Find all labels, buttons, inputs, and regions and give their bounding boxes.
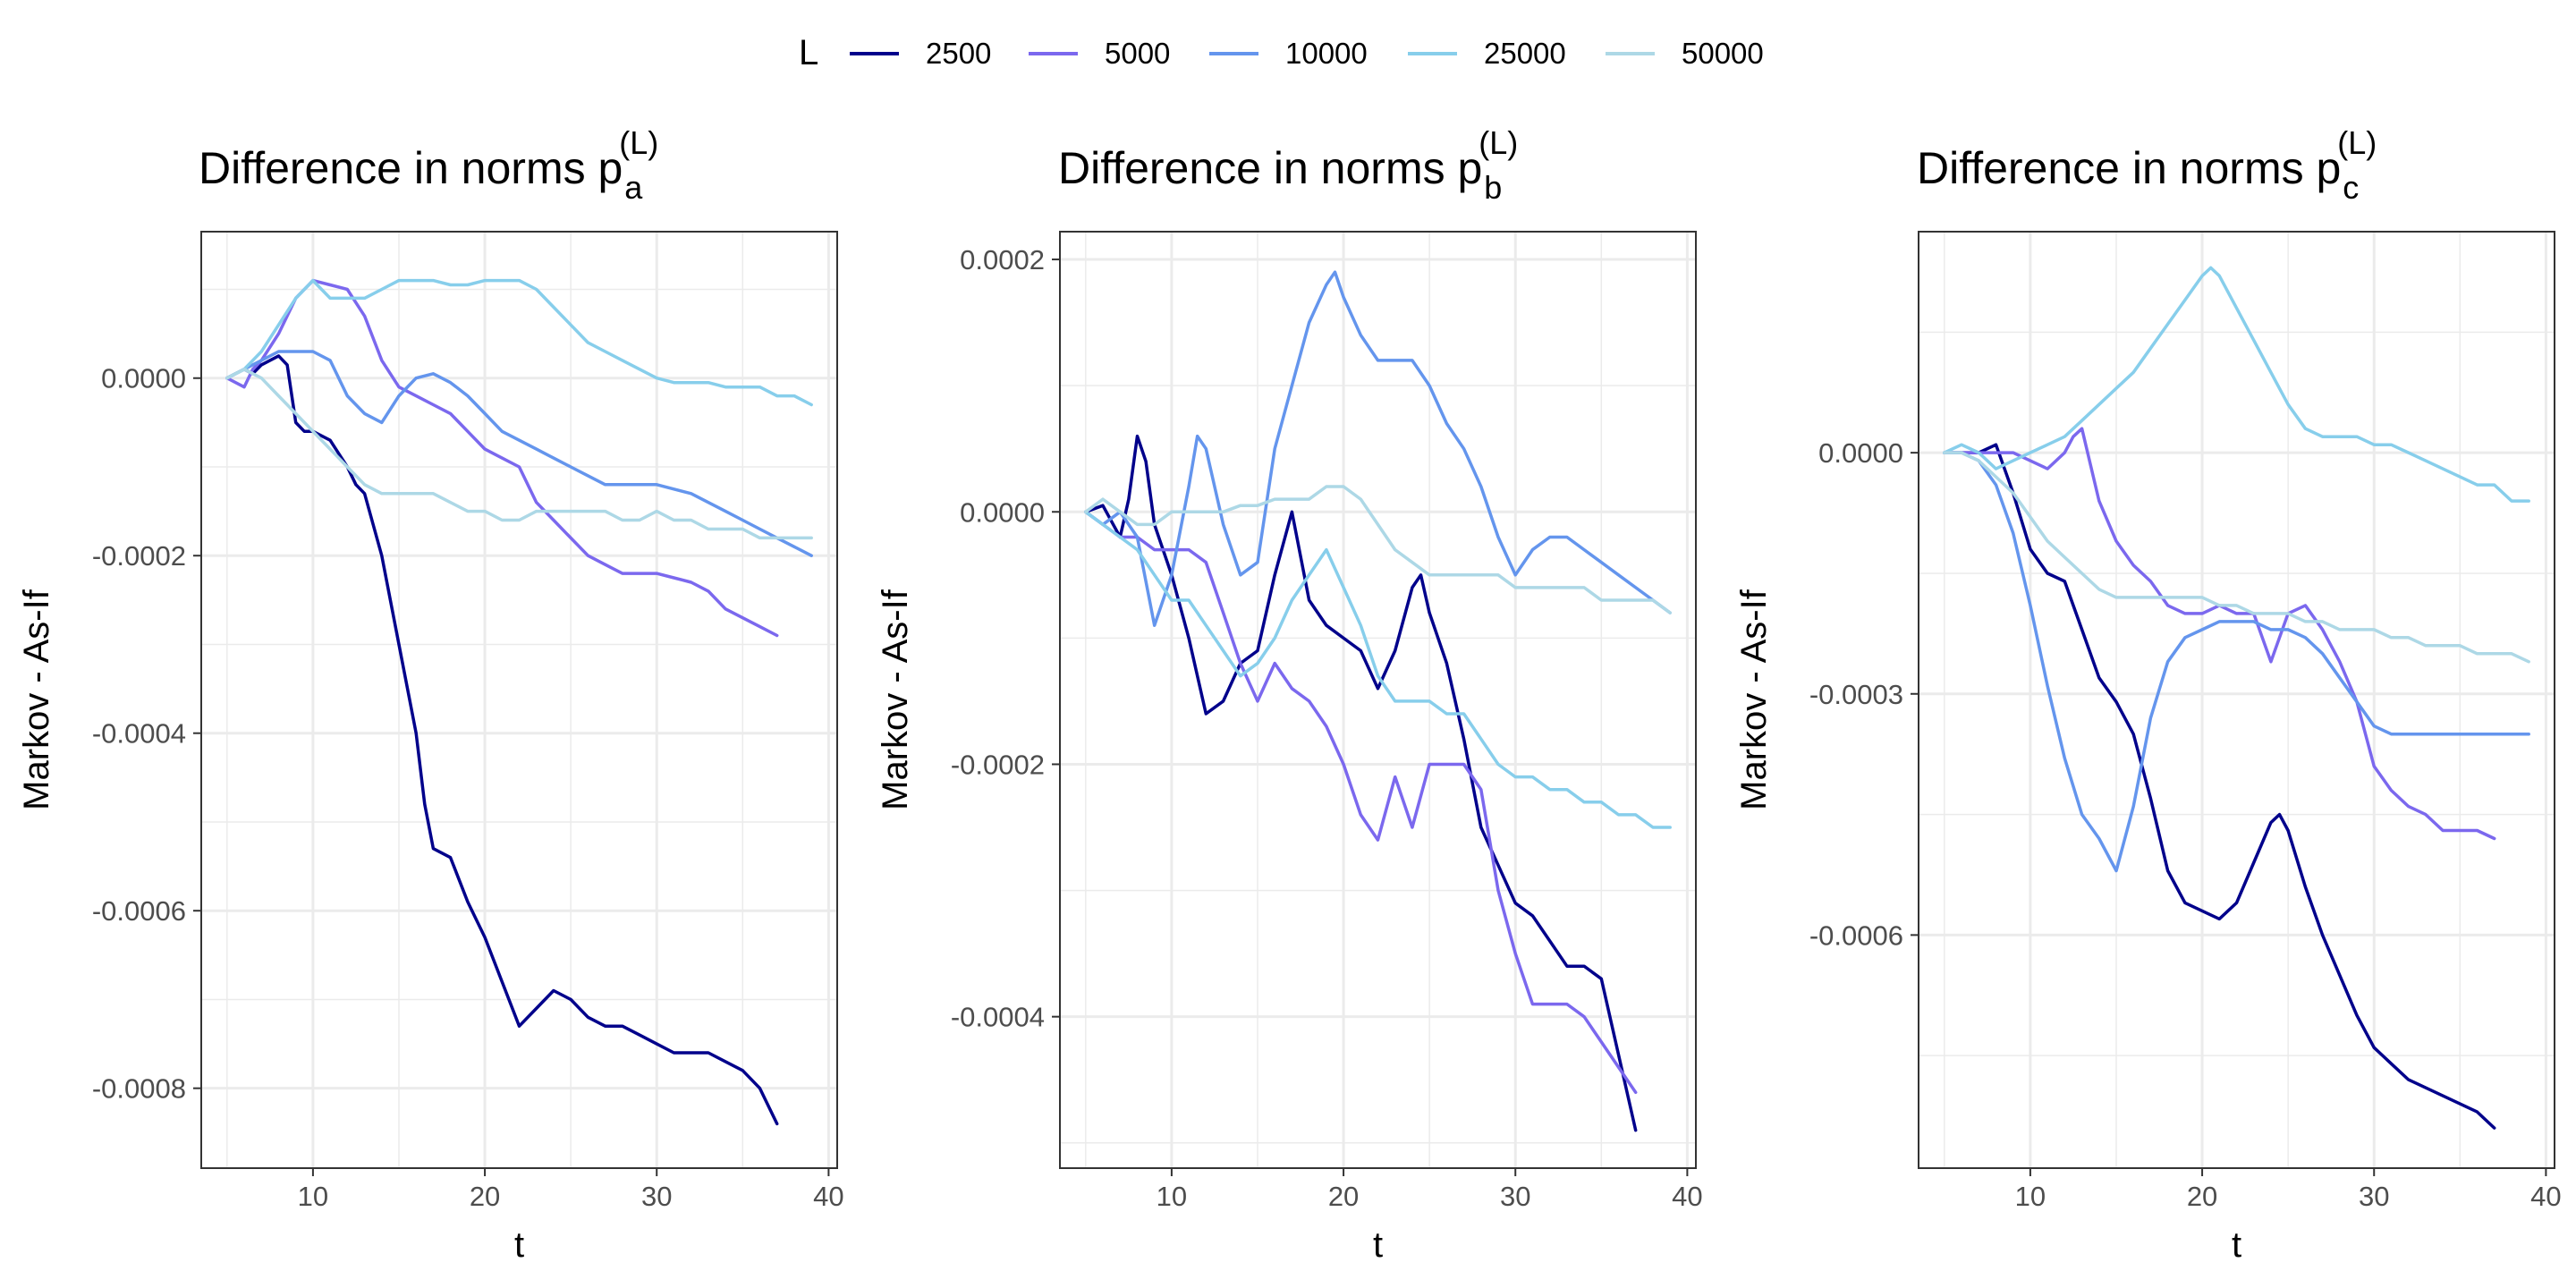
panel-b: 10 20 30 40 0.0002 0.0000 -0.0002 -0.0004 t Marko… — [876, 124, 1703, 1265]
gridlines — [1919, 232, 2555, 1168]
x-tick-label: 30 — [1500, 1181, 1530, 1212]
panel-a: 10 20 30 40 0.0000 -0.0002 -0.0004 -0.0006 -0.00… — [17, 124, 844, 1265]
y-tick-label: -0.0002 — [92, 540, 186, 572]
y-tick-label: -0.0003 — [1809, 679, 1903, 710]
panel-border — [200, 231, 838, 1169]
legend: L 2500 5000 10000 25000 50000 — [799, 33, 1764, 72]
series-line-5000 — [1943, 427, 2496, 841]
x-tick-label: 10 — [1157, 1181, 1187, 1212]
series-line-50000 — [225, 368, 813, 540]
x-tick-label: 40 — [1672, 1181, 1702, 1212]
panel-title: Difference in norms p b (L) — [1058, 124, 1518, 206]
y-tick-label: -0.0008 — [92, 1073, 186, 1105]
x-tick-label: 20 — [1328, 1181, 1359, 1212]
series-group — [225, 278, 813, 1126]
legend-label-5000: 5000 — [1105, 37, 1170, 70]
series-line-2500 — [225, 354, 779, 1126]
series-line-50000 — [1084, 485, 1672, 614]
legend-label-2500: 2500 — [926, 37, 991, 70]
legend-label-50000: 50000 — [1682, 37, 1764, 70]
y-axis-title: Markov - As-If — [1734, 589, 1774, 810]
y-axis-title: Markov - As-If — [876, 589, 915, 810]
panel-title-superscript: (L) — [1479, 124, 1518, 161]
panel-title-text: Difference in norms p — [1058, 143, 1482, 193]
panel-title-superscript: (L) — [619, 124, 658, 161]
y-tick-label: -0.0006 — [92, 895, 186, 927]
gridlines — [1060, 232, 1696, 1168]
x-axis-title: t — [1373, 1225, 1383, 1265]
y-axis-title: Markov - As-If — [17, 589, 56, 810]
x-axis-title: t — [2232, 1225, 2241, 1265]
x-tick-label: 20 — [470, 1181, 500, 1212]
panel-title-subscript: a — [624, 169, 643, 206]
series-group — [1084, 270, 1672, 1132]
series-line-25000 — [225, 278, 813, 407]
panel-border — [1059, 231, 1697, 1169]
series-line-50000 — [1943, 451, 2530, 664]
series-line-25000 — [1084, 510, 1672, 829]
series-line-25000 — [1943, 266, 2530, 503]
x-axis-title: t — [514, 1225, 524, 1265]
y-tick-label: 0.0000 — [960, 496, 1045, 528]
y-tick-label: -0.0004 — [951, 1002, 1045, 1033]
series-line-10000 — [1943, 451, 2530, 873]
x-tick-label: 20 — [2187, 1181, 2217, 1212]
y-tick-label: -0.0002 — [951, 749, 1045, 780]
series-line-2500 — [1943, 443, 2496, 1130]
y-tick-label: 0.0002 — [960, 244, 1045, 275]
x-tick-label: 40 — [813, 1181, 843, 1212]
y-tick-label: 0.0000 — [101, 363, 186, 394]
x-tick-label: 30 — [641, 1181, 672, 1212]
panel-title-text: Difference in norms p — [1917, 143, 2341, 193]
panel-border — [1918, 231, 2555, 1169]
y-tick-label: 0.0000 — [1818, 437, 1903, 469]
series-line-10000 — [225, 350, 813, 557]
panel-title: Difference in norms p c (L) — [1917, 124, 2377, 206]
x-tick-label: 30 — [2359, 1181, 2389, 1212]
legend-title: L — [799, 33, 818, 72]
panel-title: Difference in norms p a (L) — [199, 124, 658, 206]
y-tick-label: -0.0004 — [92, 718, 186, 750]
panel-title-text: Difference in norms p — [199, 143, 623, 193]
panel-c: 10 20 30 40 0.0000 -0.0003 -0.0006 t Markov - As… — [1734, 124, 2562, 1265]
x-tick-label: 10 — [2015, 1181, 2046, 1212]
series-group — [1943, 266, 2530, 1130]
legend-label-25000: 25000 — [1484, 37, 1566, 70]
series-line-2500 — [1084, 434, 1638, 1132]
plot-area — [1919, 232, 2555, 1168]
panel-title-subscript: c — [2343, 169, 2359, 206]
y-tick-label: -0.0006 — [1809, 919, 1903, 951]
legend-label-10000: 10000 — [1285, 37, 1368, 70]
series-line-10000 — [1084, 270, 1672, 627]
panel-title-superscript: (L) — [2337, 124, 2377, 161]
x-tick-label: 10 — [298, 1181, 328, 1212]
x-tick-label: 40 — [2530, 1181, 2561, 1212]
plot-area — [1060, 232, 1696, 1168]
panel-title-subscript: b — [1484, 169, 1502, 206]
